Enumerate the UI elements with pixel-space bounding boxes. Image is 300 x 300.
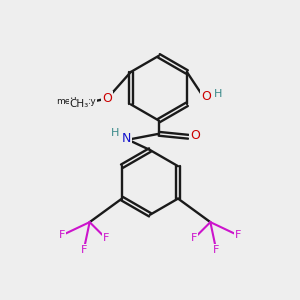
Text: H: H bbox=[214, 89, 222, 99]
Text: F: F bbox=[235, 230, 242, 240]
Text: F: F bbox=[81, 245, 87, 255]
Text: H: H bbox=[111, 128, 120, 138]
Text: N: N bbox=[122, 132, 131, 145]
Text: O: O bbox=[201, 91, 211, 103]
Text: methoxy: methoxy bbox=[56, 97, 96, 106]
Text: CH₃: CH₃ bbox=[70, 99, 89, 110]
Text: F: F bbox=[58, 230, 65, 240]
Text: F: F bbox=[103, 233, 109, 243]
Text: O: O bbox=[190, 129, 200, 142]
Text: F: F bbox=[191, 233, 197, 243]
Text: O: O bbox=[102, 92, 112, 105]
Text: F: F bbox=[213, 245, 219, 255]
